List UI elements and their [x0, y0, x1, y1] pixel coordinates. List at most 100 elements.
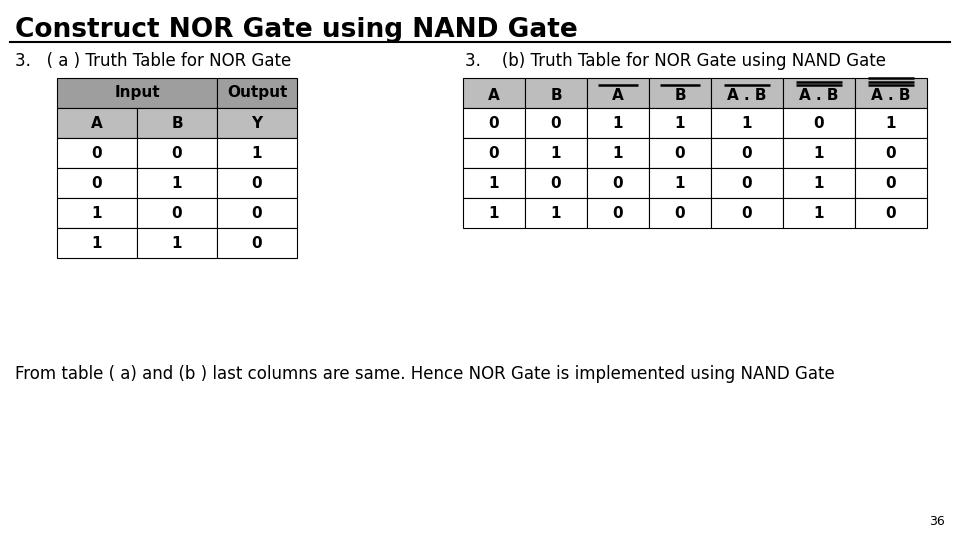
Bar — [525, 138, 587, 168]
Bar — [57, 78, 217, 108]
Text: 0: 0 — [675, 145, 685, 160]
Text: From table ( a) and (b ) last columns are same. Hence NOR Gate is implemented us: From table ( a) and (b ) last columns ar… — [15, 365, 835, 383]
Text: 0: 0 — [675, 206, 685, 220]
Bar — [137, 108, 217, 138]
Bar — [649, 138, 711, 168]
Bar — [57, 108, 137, 138]
Bar — [783, 198, 855, 228]
Text: B: B — [171, 116, 182, 131]
Bar — [649, 78, 711, 108]
Bar — [217, 168, 297, 198]
Bar — [649, 168, 711, 198]
Text: B: B — [550, 89, 562, 104]
Text: A: A — [488, 89, 500, 104]
Text: 0: 0 — [612, 176, 623, 191]
Bar — [587, 138, 649, 168]
Text: 1: 1 — [551, 145, 562, 160]
Bar — [463, 168, 525, 198]
Text: 1: 1 — [814, 206, 825, 220]
Text: 1: 1 — [814, 176, 825, 191]
Text: Output: Output — [227, 85, 287, 100]
Text: 3.    (b) Truth Table for NOR Gate using NAND Gate: 3. (b) Truth Table for NOR Gate using NA… — [465, 52, 886, 70]
Text: 0: 0 — [489, 145, 499, 160]
Text: 1: 1 — [172, 235, 182, 251]
Text: 1: 1 — [92, 206, 103, 220]
Bar — [217, 228, 297, 258]
Bar — [137, 228, 217, 258]
Bar — [855, 168, 927, 198]
Bar — [525, 108, 587, 138]
Bar — [57, 228, 137, 258]
Text: A: A — [612, 89, 624, 104]
Text: Input: Input — [114, 85, 159, 100]
Bar — [711, 198, 783, 228]
Bar — [783, 78, 855, 108]
Bar — [855, 198, 927, 228]
Bar — [587, 108, 649, 138]
Bar — [137, 198, 217, 228]
Text: 1: 1 — [675, 176, 685, 191]
Text: 1: 1 — [612, 116, 623, 131]
Bar — [525, 78, 587, 108]
Bar — [587, 168, 649, 198]
Bar — [855, 108, 927, 138]
Text: 1: 1 — [551, 206, 562, 220]
Text: 0: 0 — [252, 235, 262, 251]
Text: A . B: A . B — [728, 89, 767, 104]
Text: A . B: A . B — [872, 89, 911, 104]
Text: 0: 0 — [742, 176, 753, 191]
Text: B: B — [674, 89, 685, 104]
Text: 0: 0 — [886, 145, 897, 160]
Text: 1: 1 — [675, 116, 685, 131]
Text: 0: 0 — [742, 145, 753, 160]
Bar — [587, 198, 649, 228]
Bar — [217, 78, 297, 108]
Bar — [855, 138, 927, 168]
Text: 0: 0 — [742, 206, 753, 220]
Bar — [711, 168, 783, 198]
Bar — [711, 138, 783, 168]
Text: 1: 1 — [252, 145, 262, 160]
Text: 1: 1 — [612, 145, 623, 160]
Bar — [783, 168, 855, 198]
Text: 1: 1 — [92, 235, 103, 251]
Bar — [57, 168, 137, 198]
Bar — [587, 78, 649, 108]
Bar — [463, 108, 525, 138]
Text: 0: 0 — [92, 145, 103, 160]
Text: Y: Y — [252, 116, 263, 131]
Bar — [463, 78, 525, 108]
Text: 0: 0 — [252, 176, 262, 191]
Bar — [217, 108, 297, 138]
Bar — [525, 198, 587, 228]
Text: 1: 1 — [172, 176, 182, 191]
Bar — [463, 198, 525, 228]
Bar — [137, 168, 217, 198]
Text: Construct NOR Gate using NAND Gate: Construct NOR Gate using NAND Gate — [15, 17, 578, 43]
Bar — [57, 198, 137, 228]
Text: 1: 1 — [886, 116, 897, 131]
Text: 0: 0 — [551, 176, 562, 191]
Bar — [711, 108, 783, 138]
Text: 1: 1 — [489, 206, 499, 220]
Bar — [57, 138, 137, 168]
Bar — [217, 198, 297, 228]
Text: 0: 0 — [92, 176, 103, 191]
Text: 1: 1 — [489, 176, 499, 191]
Bar — [463, 138, 525, 168]
Text: 0: 0 — [172, 145, 182, 160]
Bar — [783, 108, 855, 138]
Text: 1: 1 — [742, 116, 753, 131]
Bar — [649, 198, 711, 228]
Text: A: A — [91, 116, 103, 131]
Bar — [855, 78, 927, 108]
Text: 0: 0 — [814, 116, 825, 131]
Text: 0: 0 — [172, 206, 182, 220]
Text: 0: 0 — [252, 206, 262, 220]
Text: 0: 0 — [489, 116, 499, 131]
Text: A . B: A . B — [800, 89, 839, 104]
Text: 0: 0 — [886, 206, 897, 220]
Text: 0: 0 — [612, 206, 623, 220]
Bar — [217, 138, 297, 168]
Text: 3.   ( a ) Truth Table for NOR Gate: 3. ( a ) Truth Table for NOR Gate — [15, 52, 291, 70]
